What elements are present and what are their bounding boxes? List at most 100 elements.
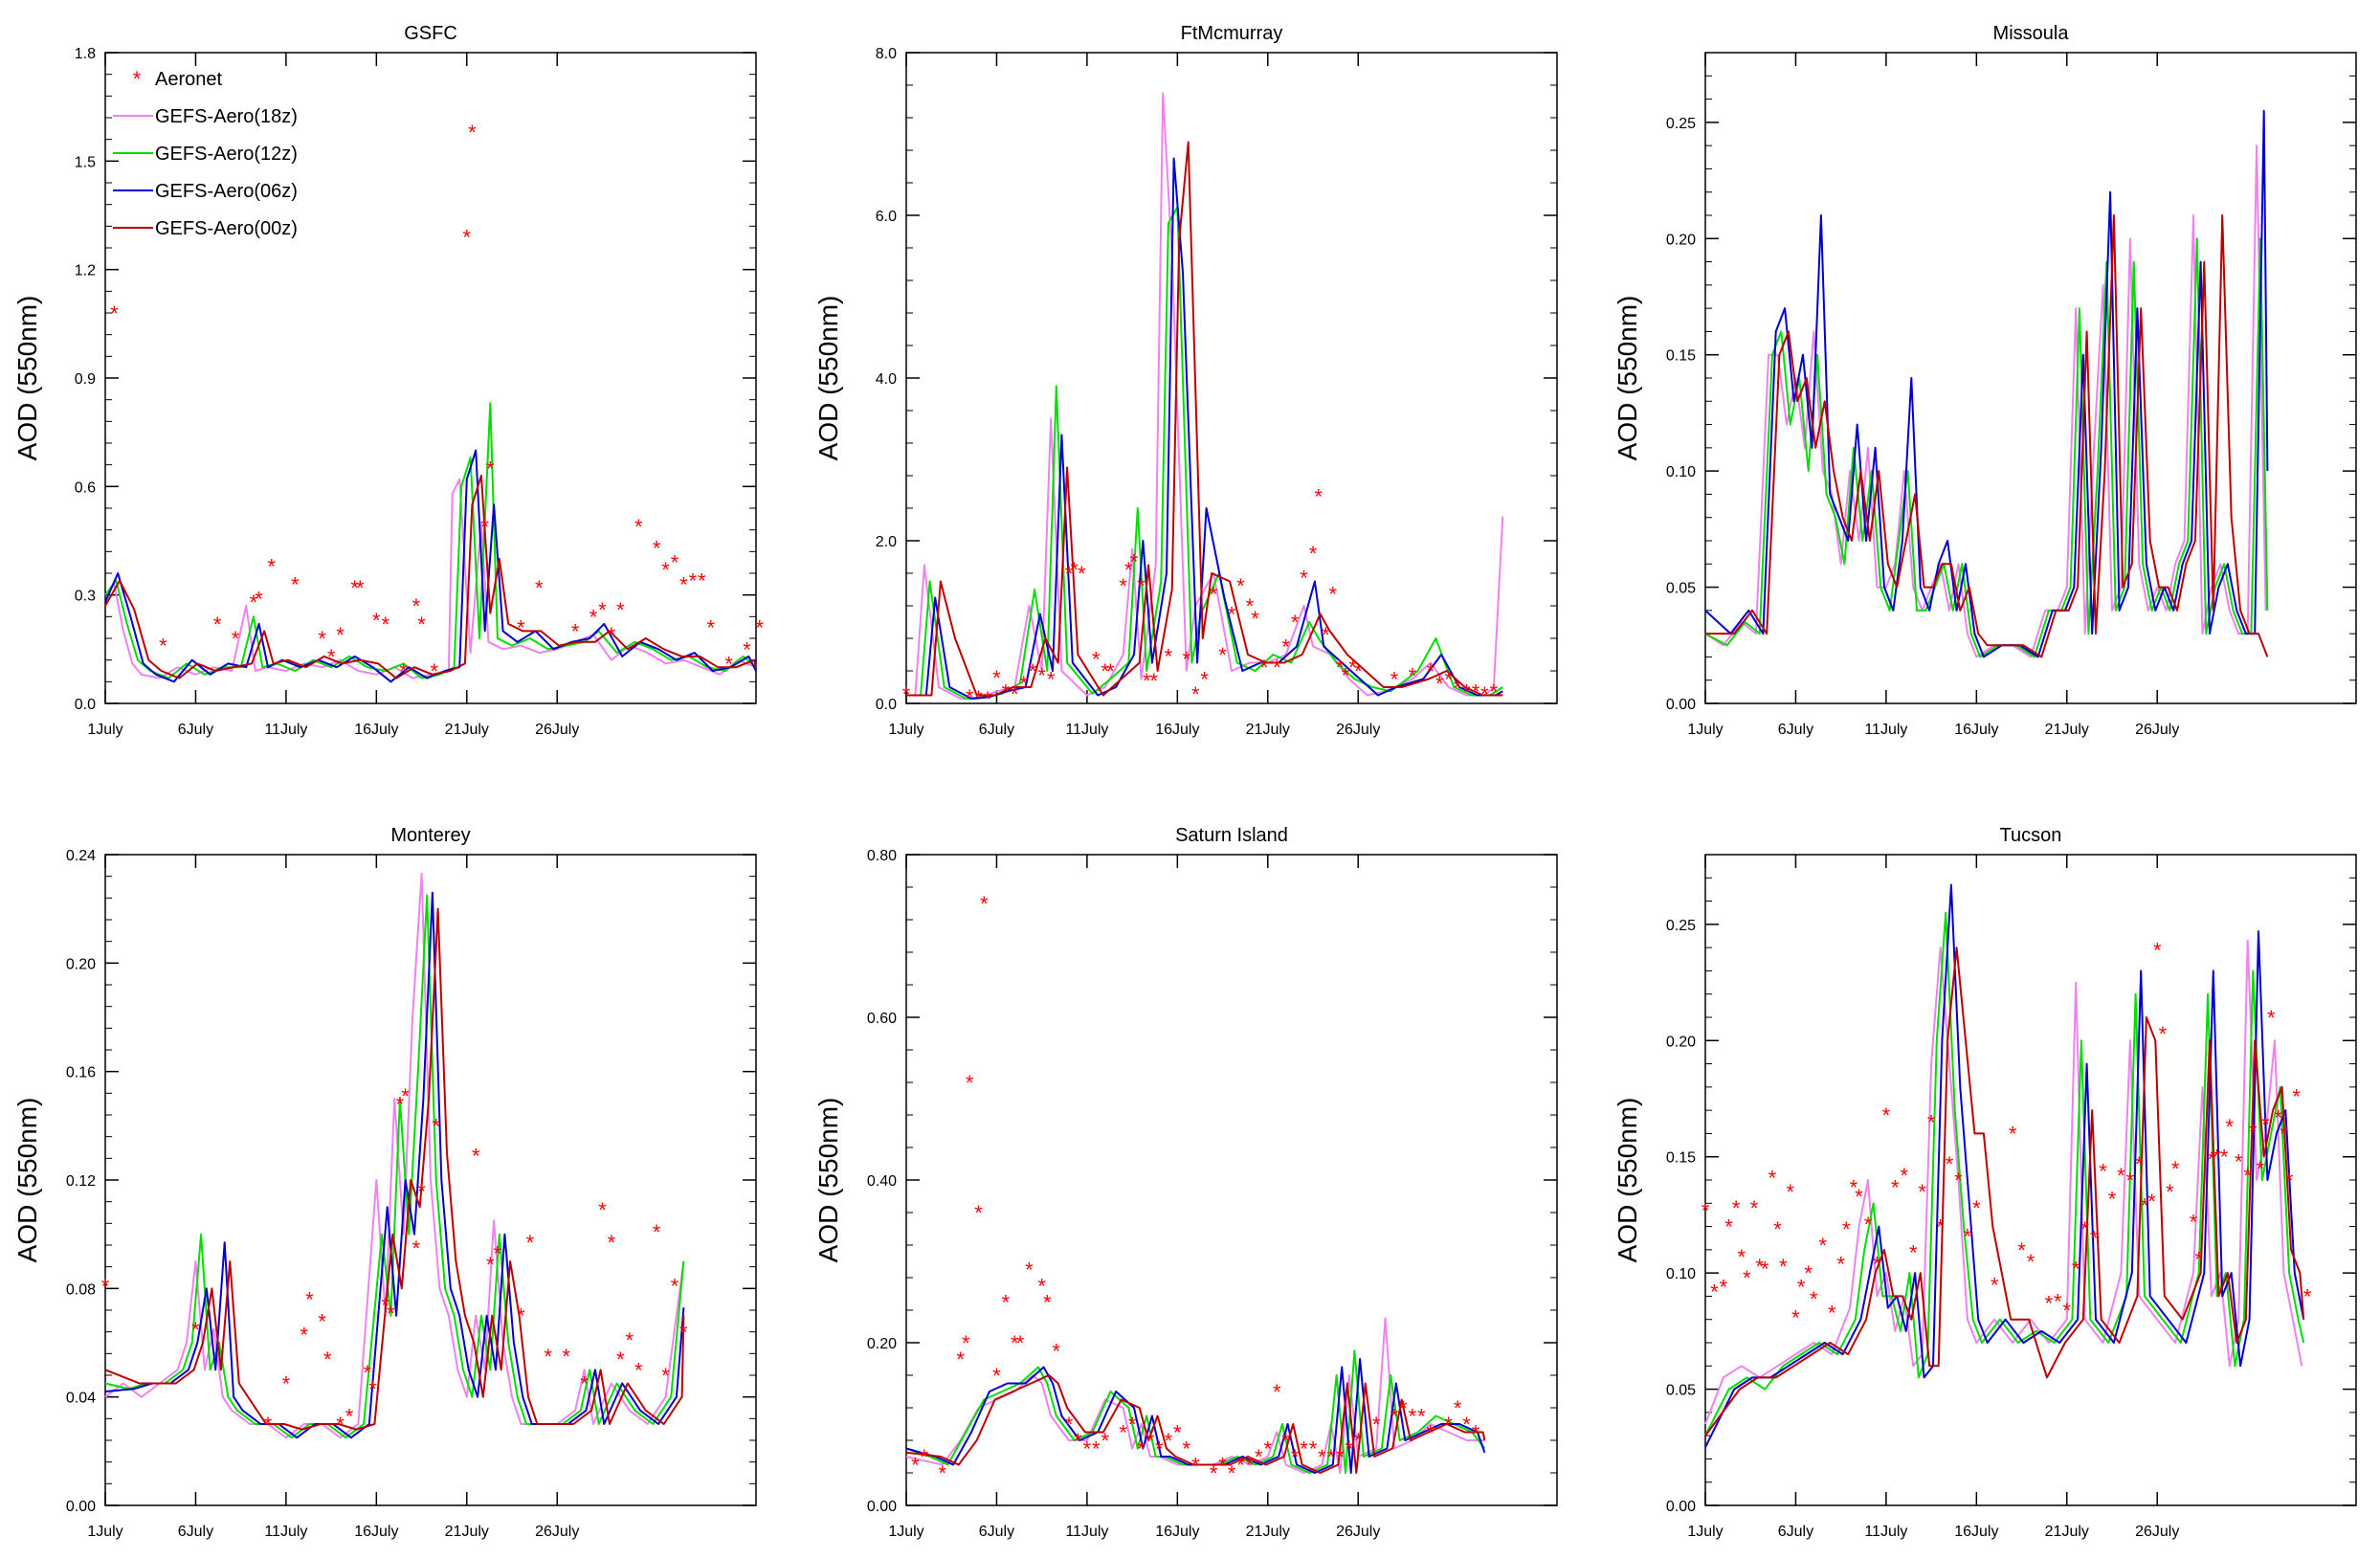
y-tick-label: 0.15 xyxy=(1666,1150,1696,1167)
aeronet-point: * xyxy=(1702,1199,1710,1223)
aeronet-point: * xyxy=(743,637,751,661)
aeronet-point: * xyxy=(1228,603,1236,627)
aeronet-point: * xyxy=(1750,1196,1759,1220)
aeronet-point: * xyxy=(462,226,471,250)
aeronet-point: * xyxy=(1743,1266,1751,1290)
y-tick-label: 0.40 xyxy=(867,1173,897,1190)
aeronet-point: * xyxy=(544,1345,552,1369)
y-tick-label: 1.5 xyxy=(75,154,96,170)
aeronet-point: * xyxy=(608,1231,616,1255)
aeronet-point: * xyxy=(1309,542,1318,566)
aeronet-point: * xyxy=(1426,1421,1435,1445)
aeronet-point: * xyxy=(580,1372,589,1396)
aeronet-point: * xyxy=(368,1377,377,1401)
aeronet-point: * xyxy=(480,515,489,539)
aeronet-point: * xyxy=(1137,574,1146,598)
y-tick-label: 0.05 xyxy=(1666,1383,1696,1399)
aeronet-point: * xyxy=(625,1328,634,1352)
aeronet-point: * xyxy=(1002,1291,1011,1315)
aeronet-point: * xyxy=(364,1361,372,1385)
aeronet-point: * xyxy=(486,457,495,480)
aeronet-point: * xyxy=(1037,663,1046,687)
aeronet-point: * xyxy=(2153,939,2162,963)
aeronet-point: * xyxy=(1818,1234,1827,1258)
aeronet-point: * xyxy=(1761,1257,1769,1281)
aeronet-point: * xyxy=(526,1231,535,1255)
aeronet-point: * xyxy=(2274,1105,2282,1129)
y-tick-label: 0.20 xyxy=(1666,232,1696,248)
aeronet-point: * xyxy=(1720,1276,1728,1300)
x-tick-label: 1July xyxy=(1687,722,1723,738)
x-tick-label: 16July xyxy=(354,722,398,738)
aeronet-point: * xyxy=(1309,1437,1318,1461)
aeronet-point: * xyxy=(1291,1445,1300,1469)
y-axis-title: AOD (550nm) xyxy=(1613,296,1642,461)
aeronet-point: * xyxy=(1842,1217,1851,1241)
y-tick-label: 6.0 xyxy=(876,209,897,225)
aeronet-point: * xyxy=(2267,1006,2276,1030)
aeronet-point: * xyxy=(980,892,989,916)
aeronet-point: * xyxy=(101,1275,110,1299)
aeronet-point: * xyxy=(381,612,389,636)
aeronet-point: * xyxy=(1855,1185,1863,1209)
aeronet-point: * xyxy=(264,1413,273,1437)
x-tick-label: 6July xyxy=(1778,1524,1813,1540)
y-axis-title: AOD (550nm) xyxy=(12,1098,42,1263)
aeronet-point: * xyxy=(1336,1445,1345,1469)
aeronet-point: * xyxy=(2194,1248,2203,1272)
aeronet-point: * xyxy=(1891,1175,1900,1199)
aeronet-point: * xyxy=(336,1413,345,1437)
aeronet-point: * xyxy=(1454,676,1462,700)
aeronet-point: * xyxy=(1092,647,1101,671)
aeronet-point: * xyxy=(1791,1305,1800,1329)
aeronet-point: * xyxy=(1426,659,1435,683)
aeronet-point: * xyxy=(1037,1275,1046,1299)
aeronet-point: * xyxy=(1263,1437,1272,1461)
aeronet-point: * xyxy=(2017,1238,2026,1262)
aeronet-point: * xyxy=(706,616,715,640)
aeronet-point: * xyxy=(2108,1187,2117,1211)
y-tick-label: 4.0 xyxy=(876,371,897,388)
aeronet-point: * xyxy=(1146,1429,1155,1453)
series-line-gefs-aero-00z- xyxy=(104,475,757,679)
aeronet-point: * xyxy=(1710,1281,1719,1304)
aeronet-point: * xyxy=(1218,643,1227,667)
aeronet-point: * xyxy=(2126,1169,2135,1192)
aeronet-point: * xyxy=(1354,659,1363,683)
aeronet-point: * xyxy=(1409,663,1417,687)
aeronet-point: * xyxy=(387,1302,395,1325)
aeronet-point: * xyxy=(661,558,670,582)
aeronet-point: * xyxy=(1273,1380,1281,1404)
aeronet-point: * xyxy=(1119,574,1127,598)
aeronet-point: * xyxy=(517,1304,525,1328)
x-tick-label: 21July xyxy=(1246,1524,1290,1540)
aeronet-point: * xyxy=(2280,1122,2288,1146)
aeronet-point: * xyxy=(191,1318,200,1342)
aeronet-point: * xyxy=(1101,1429,1109,1453)
legend-label: Aeronet xyxy=(155,69,222,90)
panel-title: Missoula xyxy=(1993,23,2070,44)
aeronet-point: * xyxy=(1954,1169,1963,1192)
aeronet-point: * xyxy=(1314,484,1323,508)
x-tick-label: 1July xyxy=(888,1524,923,1540)
aeronet-point: * xyxy=(468,121,477,145)
y-tick-label: 2.0 xyxy=(876,534,897,550)
aeronet-point: * xyxy=(1210,582,1218,606)
aeronet-point: * xyxy=(399,659,408,683)
aeronet-point: * xyxy=(1025,1258,1034,1282)
series-line-gefs-aero-06z- xyxy=(906,157,1503,700)
aeronet-point: * xyxy=(902,682,911,706)
aeronet-point: * xyxy=(1882,1103,1891,1127)
aeronet-point: * xyxy=(1342,663,1350,687)
aeronet-point: * xyxy=(974,686,983,710)
aeronet-point: * xyxy=(1399,1396,1408,1420)
aeronet-point: * xyxy=(956,1347,965,1371)
aeronet-point: * xyxy=(1137,1437,1146,1461)
aeronet-point: * xyxy=(921,1445,929,1469)
x-tick-label: 1July xyxy=(1687,1524,1723,1540)
y-tick-label: 0.80 xyxy=(867,848,897,864)
aeronet-point: * xyxy=(1130,549,1139,573)
series-line-gefs-aero-00z- xyxy=(906,141,1503,697)
aeronet-point: * xyxy=(494,1242,502,1266)
aeronet-point: * xyxy=(1119,1421,1127,1445)
